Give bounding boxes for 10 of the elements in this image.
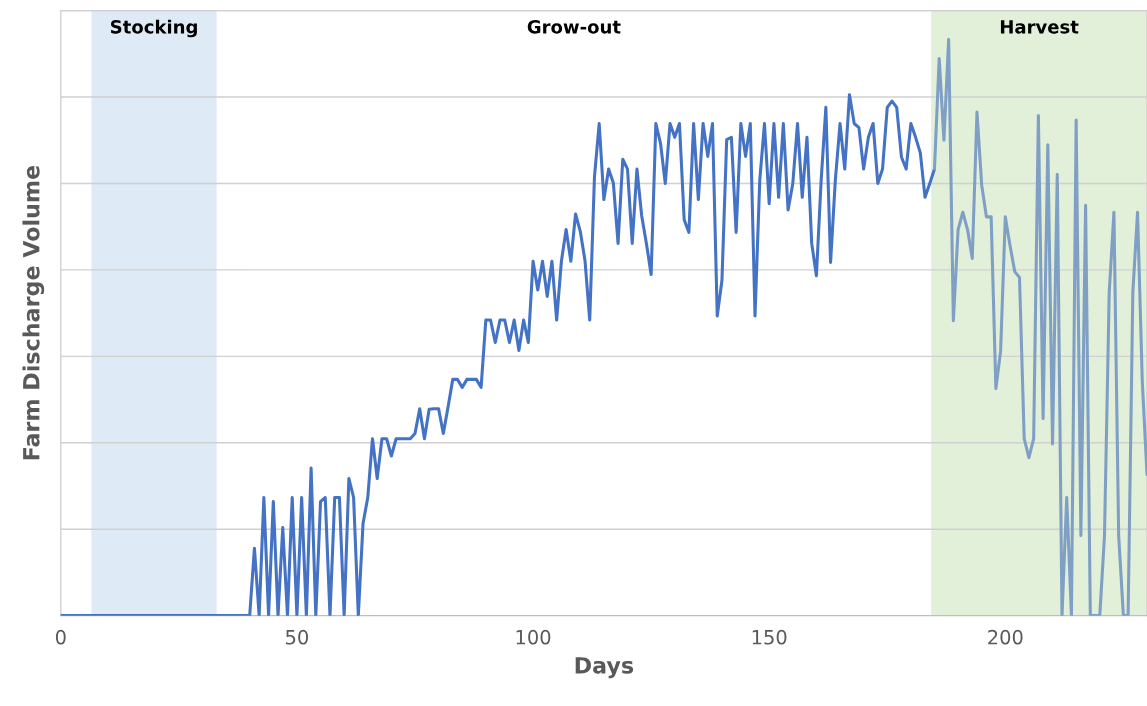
x-tick-label: 150 [752,629,787,645]
x-tick-label: 50 [286,629,308,645]
y-axis-title: Farm Discharge Volume [22,165,45,460]
band-label: Stocking [111,19,197,38]
x-axis-title: Days [575,657,634,679]
x-tick-label: 100 [516,629,551,645]
x-tick-label: 0 [55,629,66,645]
x-tick-label: 200 [988,629,1023,645]
text: Grow-out [527,19,621,34]
band-label: Harvest [1000,20,1079,34]
